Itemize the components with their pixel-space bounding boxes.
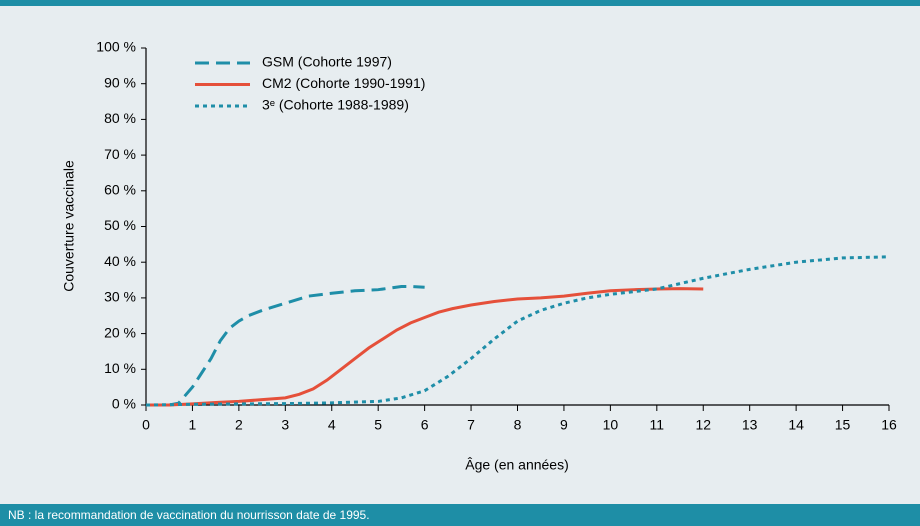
y-tick-label: 0 % xyxy=(112,396,136,412)
x-tick-label: 11 xyxy=(650,417,665,433)
x-tick-label: 16 xyxy=(881,417,897,433)
x-tick-label: 1 xyxy=(189,417,197,433)
x-tick-label: 10 xyxy=(603,417,619,433)
y-tick-label: 70 % xyxy=(104,146,136,162)
footer-note: NB : la recommandation de vaccination du… xyxy=(8,508,370,522)
legend-label: 3ᵉ (Cohorte 1988-1989) xyxy=(262,97,409,113)
x-tick-label: 2 xyxy=(235,417,243,433)
y-tick-label: 50 % xyxy=(104,217,136,233)
series-line xyxy=(145,255,890,407)
x-tick-label: 3 xyxy=(281,417,289,433)
x-tick-label: 5 xyxy=(374,417,382,433)
y-tick-label: 100 % xyxy=(96,39,136,55)
y-tick-label: 40 % xyxy=(104,253,136,269)
x-tick-label: 9 xyxy=(560,417,568,433)
x-tick-label: 0 xyxy=(142,417,150,433)
footer-bar xyxy=(0,504,920,526)
y-tick-label: 30 % xyxy=(104,289,136,305)
x-tick-label: 12 xyxy=(695,417,711,433)
y-tick-label: 10 % xyxy=(104,360,136,376)
x-tick-label: 4 xyxy=(328,417,336,433)
y-tick-label: 60 % xyxy=(104,182,136,198)
y-axis-title: Couverture vaccinale xyxy=(61,160,77,292)
x-tick-label: 14 xyxy=(788,417,804,433)
series-line xyxy=(146,284,425,407)
x-tick-label: 6 xyxy=(421,417,429,433)
legend-label: GSM (Cohorte 1997) xyxy=(262,54,392,70)
y-tick-label: 90 % xyxy=(104,74,136,90)
x-tick-label: 15 xyxy=(835,417,851,433)
y-tick-label: 80 % xyxy=(104,110,136,126)
x-axis-title: Âge (en années) xyxy=(465,457,569,473)
header-bar xyxy=(0,0,920,6)
series-line xyxy=(146,287,704,407)
legend-label: CM2 (Cohorte 1990-1991) xyxy=(262,75,425,91)
y-tick-label: 20 % xyxy=(104,324,136,340)
x-tick-label: 7 xyxy=(467,417,475,433)
x-tick-label: 8 xyxy=(514,417,522,433)
x-tick-label: 13 xyxy=(742,417,758,433)
